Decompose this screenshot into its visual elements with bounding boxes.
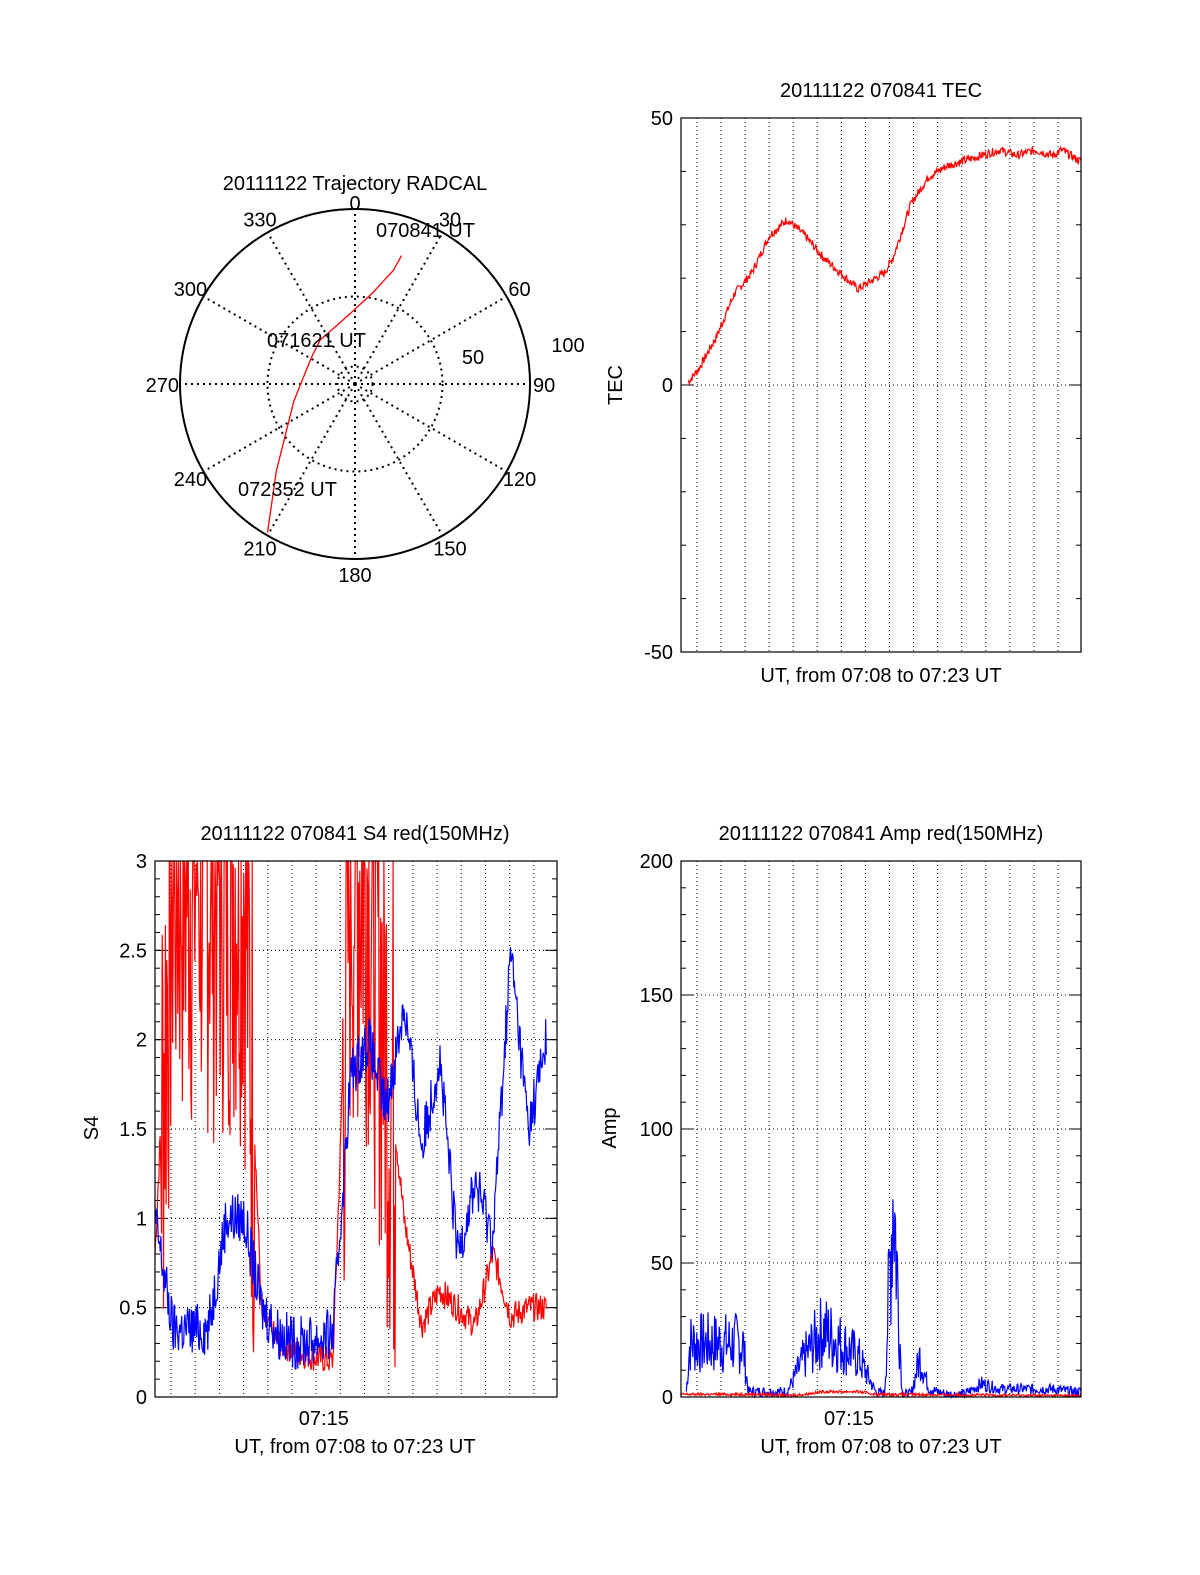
y-tick-label: 150 (640, 985, 673, 1007)
polar-azimuth-label: 270 (146, 375, 179, 397)
y-tick-label: 0 (662, 375, 673, 397)
y-tick-label: 1 (136, 1208, 147, 1230)
polar-azimuth-label: 90 (533, 375, 555, 397)
polar-azimuth-label: 30 (439, 209, 461, 231)
polar-outer-circle (179, 208, 531, 560)
polar-azimuth-label: 0 (349, 193, 360, 215)
polar-spoke (354, 383, 508, 473)
tec-ylabel: TEC (605, 365, 627, 405)
y-tick-label: 50 (651, 1253, 673, 1275)
red-series-line (687, 145, 1082, 387)
y-tick-label: -50 (644, 642, 673, 664)
y-tick-label: 100 (640, 1119, 673, 1141)
polar-azimuth-label: 180 (338, 565, 371, 587)
polar-grid-circle (266, 295, 444, 473)
amp-xlabel: UT, from 07:08 to 07:23 UT (760, 1436, 1001, 1458)
polar-azimuth-label: 300 (174, 279, 207, 301)
y-tick-label: 2 (136, 1030, 147, 1052)
s4-panel: 20111122 070841 S4 red(150MHz) UT, from … (81, 823, 558, 1458)
polar-spoke (266, 383, 356, 537)
polar-grid-circle (336, 365, 374, 403)
y-tick-label: 50 (651, 108, 673, 130)
polar-trajectory-line (266, 255, 403, 533)
tec-title: 20111122 070841 TEC (780, 80, 982, 102)
polar-time-annotation: 070841 UT (376, 220, 475, 242)
amp-ylabel: Amp (599, 1107, 621, 1148)
plot-frame (154, 860, 558, 1398)
polar-trajectory-panel: 20111122 Trajectory RADCAL 0 30 60 90 120 150… (146, 173, 585, 587)
x-tick-label: 07:15 (299, 1408, 349, 1430)
y-tick-label: 200 (640, 851, 673, 873)
y-tick-label: 0 (662, 1387, 673, 1409)
polar-azimuth-label: 210 (243, 539, 276, 561)
polar-azimuth-label: 150 (433, 539, 466, 561)
tec-xlabel: UT, from 07:08 to 07:23 UT (760, 665, 1001, 687)
amp-title: 20111122 070841 Amp red(150MHz) (719, 823, 1044, 845)
blue-series-line (154, 946, 547, 1370)
red-series-line (680, 1388, 1082, 1399)
y-tick-label: 2.5 (119, 940, 147, 962)
polar-radius-label: 100 (551, 335, 584, 357)
polar-azimuth-label: 330 (243, 209, 276, 231)
s4-xlabel: UT, from 07:08 to 07:23 UT (234, 1436, 475, 1458)
s4-title: 20111122 070841 S4 red(150MHz) (200, 823, 509, 845)
amp-panel: 20111122 070841 Amp red(150MHz) UT, from… (599, 823, 1082, 1458)
polar-azimuth-label: 240 (174, 469, 207, 491)
polar-time-annotation: 072352 UT (238, 479, 337, 501)
blue-series-line (685, 1199, 1082, 1400)
plot-frame (680, 117, 1082, 653)
y-tick-label: 0 (136, 1387, 147, 1409)
polar-spoke (354, 231, 444, 385)
y-tick-label: 0.5 (119, 1298, 147, 1320)
polar-title: 20111122 Trajectory RADCAL (223, 173, 488, 195)
polar-radius-label: 50 (462, 347, 484, 369)
polar-time-annotation: 071621 UT (267, 330, 366, 352)
y-tick-label: 1.5 (119, 1119, 147, 1141)
tec-panel: 20111122 070841 TEC UT, from 07:08 to 07… (605, 80, 1082, 687)
polar-spoke (354, 295, 508, 385)
polar-azimuth-label: 120 (503, 469, 536, 491)
polar-spoke (202, 295, 356, 385)
polar-spoke (202, 383, 356, 473)
plot-frame (680, 860, 1082, 1398)
polar-azimuth-label: 60 (508, 279, 530, 301)
y-tick-label: 3 (136, 851, 147, 873)
s4-ylabel: S4 (81, 1116, 103, 1140)
polar-spoke (266, 231, 356, 385)
polar-spoke (354, 383, 444, 537)
x-tick-label: 07:15 (824, 1408, 874, 1430)
